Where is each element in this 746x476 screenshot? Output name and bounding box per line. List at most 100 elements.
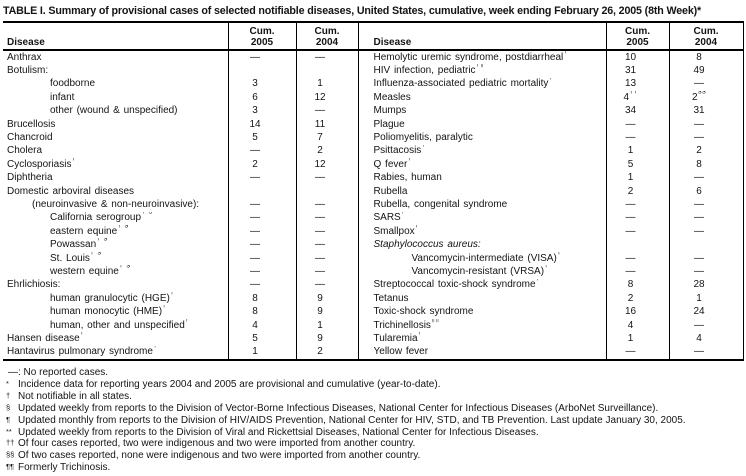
- header-row: Disease Cum. 2005 Cum. 2004 Disease Cum.…: [3, 22, 744, 51]
- cum-2004-right-value: —: [668, 171, 744, 185]
- cum-2004-left-value: —: [295, 278, 358, 293]
- footnote-marker: †: [6, 390, 11, 400]
- cum-2004-left-value: 9: [295, 292, 358, 306]
- cum-2004-left-value: 1: [295, 77, 358, 92]
- disease-name-right: Smallpox†: [357, 225, 606, 239]
- superscript-marker: †¶: [476, 64, 484, 68]
- cum-2005-right-value: 1: [605, 171, 669, 185]
- disease-label: Mumps: [373, 105, 407, 117]
- cum-2005-right-value: 1: [605, 332, 669, 346]
- table-row: Anthrax — — Hemolytic uremic syndrome, post…: [3, 50, 744, 65]
- cum-2005-left-value: —: [227, 225, 296, 239]
- table-row: St. Louis† §——Vancomycin-intermediate (V…: [3, 251, 744, 266]
- disease-label: Botulism:: [7, 65, 49, 77]
- cum-2004-right-value: 1: [668, 292, 744, 306]
- disease-name-right: Influenza-associated pediatric mortality…: [357, 77, 606, 92]
- footnote: †† Of four cases reported, two were indig…: [3, 438, 743, 450]
- cum-2005-right-value: 1: [605, 144, 669, 159]
- disease-name-right: SARS†**: [357, 211, 606, 226]
- cum-label: Cum.: [314, 26, 340, 37]
- cum-2005-left-value: —: [227, 278, 296, 293]
- disease-label: Vancomycin-intermediate (VISA): [411, 252, 557, 264]
- superscript-marker: † §: [119, 265, 130, 269]
- cum-2005-right-value: 13: [605, 77, 669, 92]
- disease-label: Hantavirus pulmonary syndrome: [7, 346, 153, 358]
- table-row: Ehrlichiosis: — — Streptococcal toxic-shock…: [3, 278, 744, 293]
- superscript-marker: † §: [96, 238, 107, 242]
- cum-2005-right-value: —: [605, 198, 669, 212]
- disease-name-left: infant: [3, 91, 228, 104]
- cum-2004-left-value: [295, 64, 358, 78]
- superscript-marker: †: [170, 292, 174, 296]
- disease-label: HIV infection, pediatric: [373, 65, 476, 77]
- table-row: Brucellosis 14 11 Plague — —: [3, 117, 744, 132]
- cum-2004-right-value: —: [668, 265, 744, 279]
- cum-2004-left-value: —: [295, 211, 358, 226]
- disease-name-left: western equine† §: [3, 265, 228, 278]
- disease-name-left: eastern equine† §: [3, 225, 228, 238]
- disease-label: Yellow fever: [373, 346, 429, 358]
- disease-label: Diphtheria: [7, 172, 53, 184]
- disease-label: St. Louis: [50, 252, 90, 264]
- cum-2004-left-value: 1: [295, 318, 358, 333]
- disease-name-right: Tetanus: [357, 292, 606, 306]
- disease-label: Rabies, human: [373, 172, 442, 184]
- footnote-marker: **: [6, 426, 12, 436]
- disease-name-right: Vancomycin-resistant (VRSA)†: [357, 265, 606, 279]
- cum-2005-left-value: 8: [227, 305, 296, 319]
- cum-2004-left-value: —: [295, 251, 358, 266]
- table-row: Chancroid 5 7 Poliomyelitis, paralytic — —: [3, 131, 744, 145]
- cum-2005-right-value: 4: [605, 318, 669, 333]
- cum-2005-right-value: —: [605, 265, 669, 279]
- disease-name-right: Toxic-shock syndrome: [357, 305, 606, 319]
- disease-label: Trichinellosis: [373, 319, 431, 331]
- notifiable-diseases-table: Disease Cum. 2005 Cum. 2004 Disease Cum.…: [3, 21, 744, 361]
- disease-name-right: Vancomycin-intermediate (VISA)†: [357, 251, 606, 266]
- cum-2004-right-value: [668, 238, 744, 252]
- table-row: California serogroup† §——SARS†**——: [3, 211, 744, 226]
- table-row: Powassan† §——Staphylococcus aureus:: [3, 238, 744, 252]
- disease-name-left: Domestic arboviral diseases: [3, 185, 228, 198]
- table-row: (neuroinvasive & non-neuroinvasive): — — Ru…: [3, 198, 744, 212]
- cum-2004-right-value: 49: [668, 64, 744, 78]
- cum-2005-left-value: 6: [227, 91, 296, 105]
- cum-2004-left-value: 9: [295, 332, 358, 346]
- footnote: † Not notifiable in all states.: [3, 391, 743, 403]
- cum-2005-right-value: —: [605, 211, 669, 226]
- table-row: western equine† §——Vancomycin-resistant …: [3, 265, 744, 279]
- cum-2005-right-value: 16: [605, 305, 669, 319]
- disease-label: western equine: [50, 265, 119, 277]
- cum-2004-left-value: —: [295, 265, 358, 279]
- disease-name-left: human granulocytic (HGE)†: [3, 292, 228, 305]
- cum-2005-right-value: —: [605, 345, 669, 360]
- cum-2005-left-value: —: [227, 198, 296, 212]
- disease-label: Vancomycin-resistant (VRSA): [411, 265, 545, 277]
- cum-2005-left-value: 14: [227, 117, 296, 132]
- cum-2005-right-value: 8: [605, 278, 669, 293]
- cum-2005-right-value: —: [605, 117, 669, 132]
- column-header-cum-2005-right: Cum. 2005: [605, 22, 669, 51]
- disease-label: other (wound & unspecified): [50, 105, 178, 117]
- cum-2004-right-value: 2: [668, 144, 744, 159]
- disease-name-left: Diphtheria: [3, 172, 228, 185]
- cum-2004-left-value: 11: [295, 117, 358, 132]
- disease-label: Chancroid: [7, 132, 53, 144]
- year-label: 2004: [315, 37, 339, 48]
- footnote-marker: §: [6, 402, 11, 412]
- disease-label: Measles: [373, 91, 411, 103]
- table-row: Domestic arboviral diseases Rubella 2 6: [3, 184, 744, 199]
- cum-2004-left-value: 9: [295, 305, 358, 319]
- cum-2005-right-value: 4††: [605, 91, 669, 105]
- disease-name-right: Yellow fever: [357, 345, 606, 360]
- table-body: Anthrax — — Hemolytic uremic syndrome, post…: [3, 50, 744, 360]
- superscript-marker: †: [71, 158, 75, 162]
- disease-name-left: other (wound & unspecified): [3, 105, 228, 118]
- disease-name-left: Brucellosis: [3, 118, 228, 131]
- cum-2005-right-value: 2: [605, 292, 669, 306]
- table-row: other (wound & unspecified) 3— Mumps 34 31: [3, 104, 744, 118]
- column-header-cum-2004-left: Cum. 2004: [295, 22, 358, 51]
- disease-name-right: Staphylococcus aureus:: [357, 238, 606, 252]
- disease-label: (neuroinvasive & non-neuroinvasive):: [32, 198, 200, 210]
